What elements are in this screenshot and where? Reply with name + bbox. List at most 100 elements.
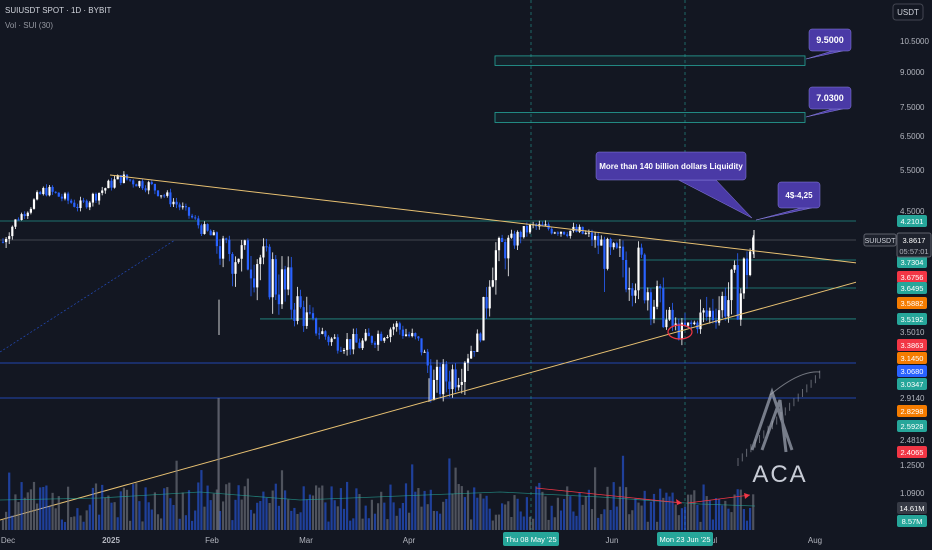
candle-body — [466, 358, 470, 363]
candle-body — [355, 334, 358, 343]
candle-body — [646, 292, 649, 301]
candle-body — [380, 333, 383, 341]
volume-bar — [609, 509, 612, 530]
candle-body — [184, 206, 187, 208]
target-9-callout-pointer — [805, 50, 843, 60]
price-badge — [897, 378, 927, 390]
date-marker-badge — [503, 532, 559, 546]
candle-body — [494, 250, 497, 281]
price-tick-label: 9.0000 — [900, 68, 925, 77]
volume-bar — [88, 504, 91, 530]
candle-body — [91, 193, 94, 203]
candle-body — [451, 369, 454, 390]
volume-bar — [563, 498, 566, 530]
candle-body — [572, 226, 575, 231]
volume-bar — [67, 486, 70, 530]
volume-bar — [194, 510, 197, 530]
aca-logo-watermark — [737, 370, 821, 466]
volume-bar — [752, 494, 755, 530]
candle-body — [225, 238, 228, 240]
volume-bar — [175, 460, 178, 530]
target-7-callout-pointer — [805, 108, 843, 118]
candle-body — [32, 199, 36, 209]
candle-body — [528, 224, 532, 233]
candle-body — [191, 215, 194, 218]
candle-body — [240, 245, 243, 259]
candle-body — [745, 258, 749, 276]
volume-bar — [355, 488, 358, 530]
candle-body — [138, 181, 141, 187]
volume-bar — [305, 499, 308, 530]
volume-bar — [519, 511, 522, 530]
volume-divergence-arrow — [535, 487, 683, 504]
candle-body — [606, 238, 609, 269]
volume-bar — [575, 515, 578, 530]
date-marker-badge — [657, 532, 713, 546]
volume-bar — [736, 489, 739, 530]
candle-body — [470, 351, 473, 359]
candle-body — [231, 253, 234, 274]
candle-body — [742, 258, 745, 294]
volume-bar — [268, 503, 271, 530]
candle-body — [5, 238, 8, 243]
candle-body — [643, 254, 646, 301]
candle-body — [271, 259, 274, 298]
candle-body — [708, 310, 711, 317]
candle-body — [752, 237, 755, 252]
candle-body — [705, 310, 708, 317]
volume-bar — [491, 520, 494, 530]
volume-bar — [702, 484, 705, 530]
volume-bar — [373, 513, 377, 530]
price-tick-label: 2.9140 — [900, 394, 925, 403]
volume-bar — [26, 492, 29, 530]
volume-bar — [228, 482, 231, 530]
candle-body — [690, 322, 693, 325]
volume-bar — [85, 510, 88, 530]
volume-bar — [302, 486, 305, 530]
volume-bar — [206, 485, 209, 530]
volume-bar — [327, 521, 330, 530]
volume-bar — [249, 509, 253, 530]
candle-body — [377, 333, 380, 345]
volume-bar — [237, 485, 240, 530]
candle-body — [367, 332, 370, 337]
volume-bar — [745, 520, 749, 530]
volume-bar — [432, 510, 435, 530]
volume-bar — [445, 498, 448, 530]
volume-bar — [231, 520, 234, 530]
volume-bar — [79, 515, 82, 530]
candle-body — [460, 381, 463, 385]
volume-bar — [308, 494, 311, 530]
candle-body — [327, 336, 330, 343]
volume-bar — [547, 519, 550, 530]
current-price-badge — [896, 232, 932, 258]
volume-bar — [550, 505, 553, 530]
time-tick-label: Jun — [606, 536, 619, 545]
price-tick-label: 7.5000 — [900, 103, 925, 112]
price-badge-label: 3.6756 — [901, 273, 924, 282]
arrow-head — [676, 499, 682, 505]
volume-bar — [253, 513, 256, 530]
volume-bar — [1, 520, 5, 530]
volume-bar — [119, 491, 122, 530]
candle-body — [172, 201, 175, 205]
volume-bar — [535, 486, 538, 530]
candle-body — [206, 224, 209, 231]
volume-bar — [76, 508, 79, 530]
volume-bar — [739, 489, 742, 530]
candle-body — [147, 182, 150, 191]
candle-body — [333, 337, 336, 339]
volume-badge-label: 8.57M — [902, 517, 923, 526]
candle-body — [29, 208, 32, 213]
volume-bar — [116, 517, 119, 530]
candle-body — [442, 364, 445, 395]
candle-body — [262, 246, 265, 258]
volume-bar — [160, 518, 163, 530]
volume-bar — [621, 455, 625, 530]
candle-body — [88, 202, 91, 208]
volume-bar — [718, 498, 721, 530]
volume-bar — [296, 513, 299, 530]
candle-body — [510, 233, 513, 238]
